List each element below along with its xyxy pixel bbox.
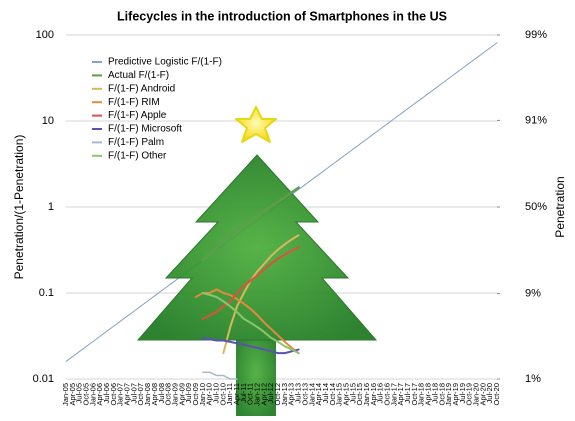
x-tick-label: Oct-16: [383, 383, 392, 406]
x-tick-label: Oct-11: [246, 383, 255, 405]
x-tick-label: Oct-13: [300, 383, 309, 406]
series-line: [201, 292, 300, 355]
x-tick-label: Jul-11: [239, 383, 248, 403]
x-tick-label: Jan-13: [280, 383, 289, 406]
x-tick-label: Apr-13: [287, 383, 296, 406]
tree-star: [235, 106, 277, 143]
x-tick-label: Jul-07: [129, 383, 138, 403]
y-tick-label: 1: [48, 201, 54, 213]
x-tick-label: Oct-20: [492, 383, 501, 406]
legend-label: Actual F/(1-F): [108, 70, 169, 81]
y2-tick-label: 50%: [525, 201, 547, 213]
x-tick-label: Oct-17: [410, 383, 419, 406]
legend-label: F/(1-F) Palm: [108, 137, 164, 148]
x-tick-label: Oct-06: [109, 383, 118, 406]
axes: 0.010.11101001%9%50%91%99%Jan-05Apr-05Ju…: [33, 29, 548, 406]
x-tick-label: Jul-17: [403, 383, 412, 403]
x-tick-label: Jul-18: [430, 383, 439, 403]
x-tick-label: Oct-18: [437, 383, 446, 406]
x-tick-label: Jan-08: [143, 383, 152, 406]
y2-tick-label: 99%: [525, 29, 547, 41]
x-tick-label: Jan-12: [253, 383, 262, 406]
x-tick-label: Apr-06: [95, 383, 104, 406]
x-tick-label: Jan-18: [417, 383, 426, 406]
x-tick-label: Oct-10: [218, 383, 227, 406]
x-tick-label: Apr-14: [314, 383, 323, 406]
x-tick-label: Oct-08: [164, 383, 173, 406]
series-line: [201, 336, 300, 355]
x-tick-label: Jan-20: [471, 383, 480, 406]
x-tick-label: Jul-10: [211, 383, 220, 403]
x-tick-label: Jan-17: [389, 383, 398, 406]
x-tick-label: Jul-14: [321, 383, 330, 403]
x-tick-label: Jan-19: [444, 383, 453, 406]
legend-label: F/(1-F) Microsoft: [108, 124, 182, 135]
x-tick-label: Apr-19: [451, 383, 460, 406]
x-tick-label: Jan-06: [88, 383, 97, 406]
y2-tick-label: 1%: [525, 373, 541, 385]
x-tick-label: Apr-17: [396, 383, 405, 406]
x-tick-label: Jul-15: [348, 383, 357, 403]
series-line: [202, 371, 238, 380]
x-tick-label: Oct-09: [191, 383, 200, 406]
x-tick-label: Jan-09: [170, 383, 179, 406]
x-tick-label: Apr-15: [341, 383, 350, 406]
x-tick-label: Jul-08: [157, 383, 166, 403]
x-tick-label: Jul-06: [102, 383, 111, 403]
x-tick-label: Apr-10: [205, 383, 214, 406]
y-axis-title: Penetration/(1-Penetration): [12, 135, 26, 280]
x-tick-label: Oct-15: [355, 383, 364, 406]
legend-label: F/(1-F) Apple: [108, 110, 167, 121]
y2-tick-label: 9%: [525, 288, 541, 300]
x-tick-label: Apr-11: [232, 383, 241, 405]
x-tick-label: Apr-20: [478, 383, 487, 406]
christmas-tree: [136, 106, 378, 416]
x-tick-label: Apr-18: [424, 383, 433, 406]
x-tick-label: Oct-14: [328, 383, 337, 406]
series-line: [201, 246, 300, 320]
legend-label: Predictive Logistic F/(1-F): [108, 57, 222, 68]
x-tick-label: Jan-11: [225, 383, 234, 405]
chart-title: Lifecycles in the introduction of Smartp…: [117, 9, 447, 23]
series-line: [194, 288, 300, 355]
x-tick-label: Jul-05: [75, 383, 84, 403]
tree-body: [136, 154, 378, 341]
y-tick-label: 0.01: [33, 373, 54, 385]
x-tick-label: Apr-16: [369, 383, 378, 406]
x-tick-label: Apr-12: [259, 383, 268, 406]
x-tick-label: Jul-20: [485, 383, 494, 403]
x-tick-label: Jan-05: [61, 383, 70, 406]
x-tick-label: Oct-12: [273, 383, 282, 406]
x-tick-label: Apr-08: [150, 383, 159, 406]
x-tick-label: Apr-09: [177, 383, 186, 406]
x-tick-label: Jan-15: [335, 383, 344, 406]
x-tick-label: Jan-10: [198, 383, 207, 406]
x-tick-label: Jul-09: [184, 383, 193, 403]
x-tick-label: Jul-12: [266, 383, 275, 403]
series-line: [222, 234, 300, 355]
x-tick-label: Jan-16: [362, 383, 371, 406]
legend-label: F/(1-F) Other: [108, 150, 167, 161]
x-tick-label: Oct-07: [136, 383, 145, 406]
y2-axis-title: Penetration: [553, 176, 567, 237]
x-tick-label: Jan-07: [116, 383, 125, 406]
x-tick-label: Oct-05: [82, 383, 91, 406]
x-tick-label: Jan-14: [307, 383, 316, 406]
y-tick-label: 100: [36, 29, 54, 41]
legend-label: F/(1-F) Android: [108, 83, 175, 94]
y-tick-label: 10: [42, 115, 54, 127]
y2-tick-label: 91%: [525, 114, 547, 126]
overlay: [194, 186, 300, 380]
x-tick-label: Jul-16: [376, 383, 385, 403]
x-tick-label: Jul-13: [294, 383, 303, 403]
y-tick-label: 0.1: [39, 287, 54, 299]
x-tick-label: Apr-07: [123, 383, 132, 406]
series-line: [201, 186, 300, 262]
legend: Predictive Logistic F/(1-F) Actual F/(1-F…: [92, 57, 222, 161]
x-tick-label: Jul-19: [458, 383, 467, 403]
x-tick-label: Oct-19: [465, 383, 474, 406]
x-tick-label: Apr-05: [68, 383, 77, 406]
legend-label: F/(1-F) RIM: [108, 97, 160, 108]
